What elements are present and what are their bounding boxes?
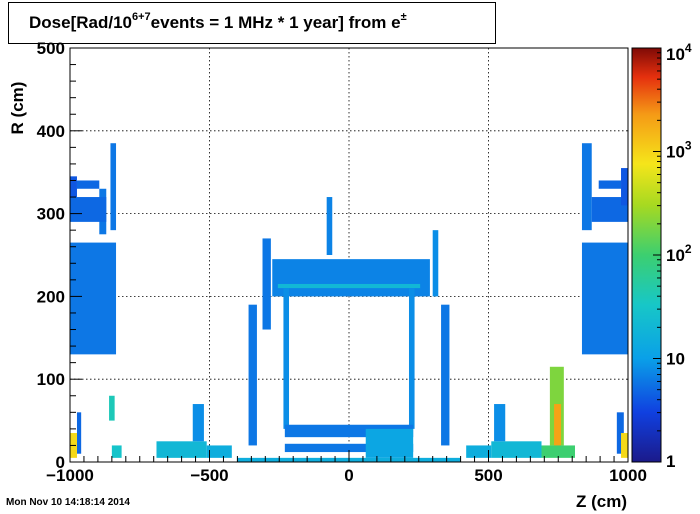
- colorbar-label: 10: [666, 350, 685, 369]
- title-superscript: ±: [400, 11, 407, 23]
- heatmap-cell: [541, 445, 575, 458]
- heatmap-cell: [70, 197, 107, 222]
- heatmap-cell: [581, 143, 592, 231]
- heatmap-cell: [284, 443, 414, 453]
- heatmap-cell: [109, 395, 115, 421]
- heatmap-cell: [365, 428, 414, 458]
- heatmap-cell: [621, 168, 628, 206]
- y-tick-label: 0: [56, 453, 65, 472]
- heatmap-cell: [432, 230, 439, 297]
- heatmap-cell: [408, 288, 415, 429]
- heatmap-cell: [621, 433, 628, 458]
- title-middle: events = 1 MHz * 1 year] from e: [150, 13, 401, 32]
- axis-ticks: [69, 47, 629, 463]
- y-tick-labels: 0 100 200 300 400 500: [37, 39, 65, 472]
- title-prefix: Dose[Rad/10: [29, 13, 132, 32]
- colorbar-label: 104: [666, 41, 692, 64]
- title-exponent: 6+7: [131, 11, 151, 23]
- y-tick-label: 500: [37, 39, 65, 58]
- grid: [70, 48, 628, 462]
- heatmap-cell: [466, 445, 492, 458]
- heatmap-cell: [110, 143, 117, 231]
- heatmap-cell: [554, 404, 562, 446]
- x-tick-label: 1000: [609, 466, 647, 485]
- y-axis-title: R (cm): [8, 82, 27, 135]
- x-tick-label: −500: [190, 466, 228, 485]
- heatmap-cell: [76, 180, 100, 189]
- colorbar-label: 103: [666, 139, 692, 162]
- heatmap-cell: [491, 441, 542, 458]
- heatmap-cell: [70, 242, 117, 355]
- heatmap-cell: [326, 197, 333, 255]
- heatmap-cell: [262, 238, 271, 330]
- colorbar-label: 102: [666, 242, 692, 265]
- x-tick-label: −1000: [46, 466, 94, 485]
- heatmap-cell: [277, 283, 421, 289]
- heatmap-cell: [156, 441, 207, 458]
- heatmap-cell: [283, 288, 290, 429]
- timestamp: Mon Nov 10 14:18:14 2014: [6, 497, 130, 508]
- heatmap-cell: [192, 404, 204, 442]
- plot-area: [70, 48, 628, 462]
- colorbar-label: 1: [666, 452, 675, 471]
- y-tick-label: 100: [37, 370, 65, 389]
- colorbar-labels: 1 10 102 103 104: [653, 41, 692, 471]
- heatmap-cells: [70, 143, 628, 462]
- heatmap-cell: [76, 412, 82, 454]
- y-tick-label: 300: [37, 205, 65, 224]
- heatmap-cell: [248, 304, 257, 446]
- heatmap-cell: [272, 259, 430, 297]
- heatmap-cell: [581, 242, 628, 355]
- heatmap-cell: [206, 445, 232, 458]
- heatmap-cell: [494, 404, 506, 442]
- y-tick-label: 200: [37, 287, 65, 306]
- x-axis-title: Z (cm): [576, 492, 627, 511]
- heatmap-cell: [441, 304, 450, 446]
- heatmap-cell: [616, 412, 624, 454]
- heatmap-cell: [598, 180, 622, 189]
- x-tick-label: 0: [344, 466, 353, 485]
- heatmap-cell: [111, 445, 122, 458]
- y-tick-label: 400: [37, 122, 65, 141]
- chart-title: Dose[Rad/10 6+7 events = 1 MHz * 1 year] …: [8, 2, 496, 44]
- x-tick-labels: −1000 −500 0 500 1000: [46, 466, 647, 485]
- heatmap-cell: [70, 176, 77, 206]
- x-tick-label: 500: [474, 466, 502, 485]
